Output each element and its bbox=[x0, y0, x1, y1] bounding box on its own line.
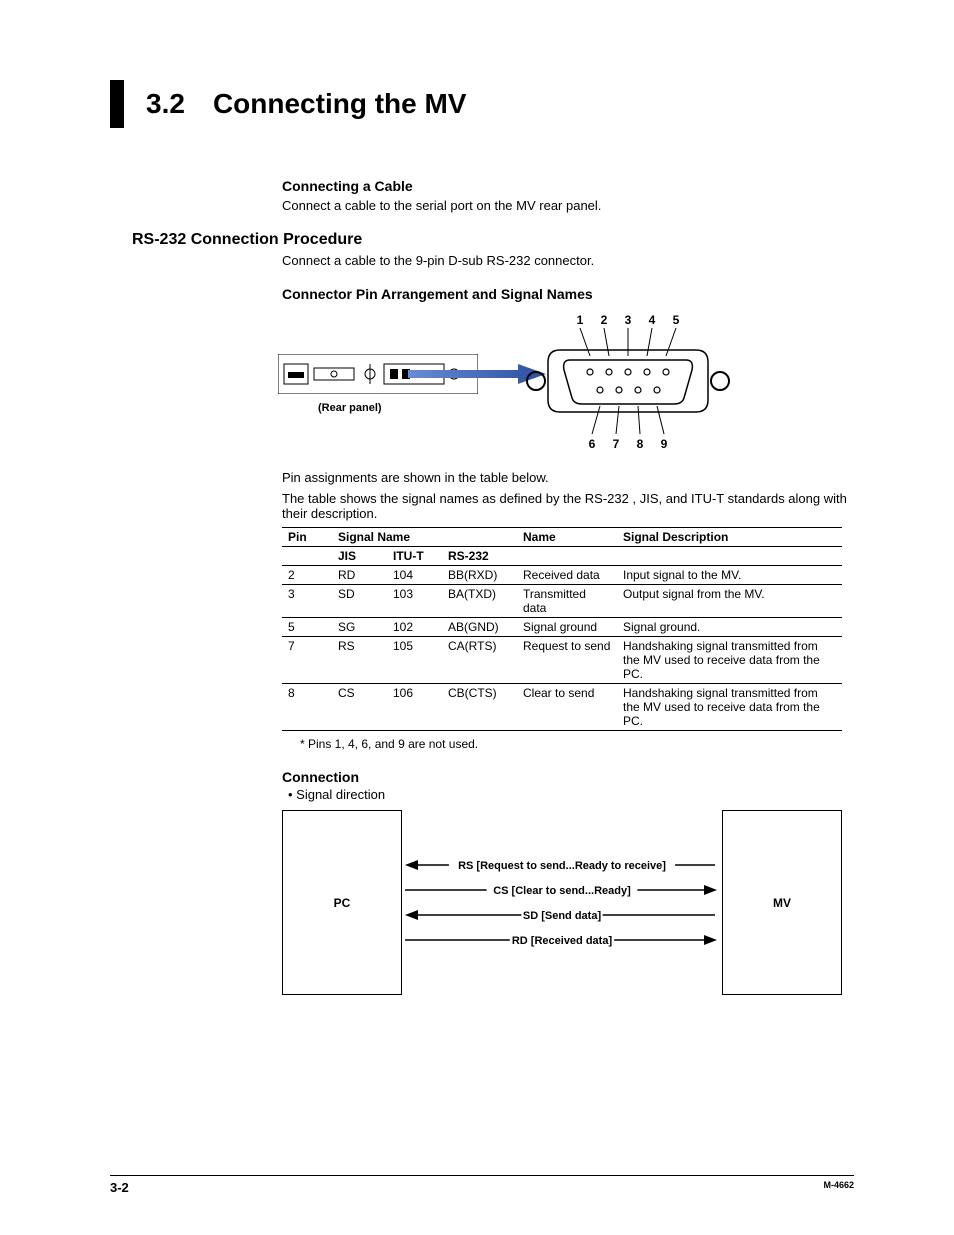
mv-box: MV bbox=[722, 810, 842, 995]
svg-text:7: 7 bbox=[613, 437, 620, 451]
chapter-marker-bar bbox=[110, 80, 124, 128]
svg-text:3: 3 bbox=[625, 313, 632, 327]
rs232-text: Connect a cable to the 9-pin D-sub RS-23… bbox=[282, 253, 854, 268]
pc-box: PC bbox=[282, 810, 402, 995]
svg-text:RD [Received data]: RD [Received data] bbox=[512, 935, 613, 947]
pin-text-2: The table shows the signal names as defi… bbox=[282, 491, 854, 521]
table-row: 5SG102AB(GND)Signal groundSignal ground. bbox=[282, 618, 842, 637]
db9-connector-diagram: 1 2 3 4 5 bbox=[508, 312, 748, 462]
svg-text:1: 1 bbox=[577, 313, 584, 327]
page-number: 3-2 bbox=[110, 1180, 129, 1195]
svg-text:RS [Request to send...Ready to: RS [Request to send...Ready to receive] bbox=[458, 860, 666, 872]
pin-arrangement-heading: Connector Pin Arrangement and Signal Nam… bbox=[282, 286, 854, 302]
connection-heading: Connection bbox=[282, 769, 854, 785]
table-row: 7RS105CA(RTS)Request to sendHandshaking … bbox=[282, 637, 842, 684]
pin-footnote: * Pins 1, 4, 6, and 9 are not used. bbox=[300, 737, 854, 751]
table-row: 8CS106CB(CTS)Clear to sendHandshaking si… bbox=[282, 684, 842, 731]
rear-panel-label: (Rear panel) bbox=[318, 402, 382, 414]
pin-table: Pin Signal Name Name Signal Description … bbox=[282, 527, 842, 731]
svg-text:SD [Send data]: SD [Send data] bbox=[523, 910, 602, 922]
rs232-heading: RS-232 Connection Procedure bbox=[132, 231, 854, 249]
chapter-number: 3.2 bbox=[146, 88, 185, 120]
chapter-heading: 3.2 Connecting the MV bbox=[110, 80, 854, 128]
pin-arrangement-figure: (Rear panel) 1 2 3 4 5 bbox=[278, 312, 838, 462]
cable-heading: Connecting a Cable bbox=[282, 178, 854, 194]
chapter-title: Connecting the MV bbox=[213, 88, 467, 120]
pin-text-1: Pin assignments are shown in the table b… bbox=[282, 470, 854, 485]
doc-number: M-4662 bbox=[823, 1180, 854, 1195]
table-row: 3SD103BA(TXD)Transmitted dataOutput sign… bbox=[282, 585, 842, 618]
svg-text:6: 6 bbox=[589, 437, 596, 451]
svg-text:5: 5 bbox=[673, 313, 680, 327]
signal-direction-diagram: PC MV RS [Request to send...Ready to rec… bbox=[282, 810, 842, 1000]
table-row: 2RD104BB(RXD)Received dataInput signal t… bbox=[282, 566, 842, 585]
svg-text:8: 8 bbox=[637, 437, 644, 451]
svg-text:4: 4 bbox=[649, 313, 656, 327]
svg-text:CS [Clear to send...Ready]: CS [Clear to send...Ready] bbox=[493, 885, 631, 897]
svg-text:9: 9 bbox=[661, 437, 668, 451]
connection-bullet: • Signal direction bbox=[288, 787, 854, 802]
page-footer: 3-2 M-4662 bbox=[110, 1175, 854, 1195]
cable-text: Connect a cable to the serial port on th… bbox=[282, 198, 854, 213]
svg-text:2: 2 bbox=[601, 313, 608, 327]
